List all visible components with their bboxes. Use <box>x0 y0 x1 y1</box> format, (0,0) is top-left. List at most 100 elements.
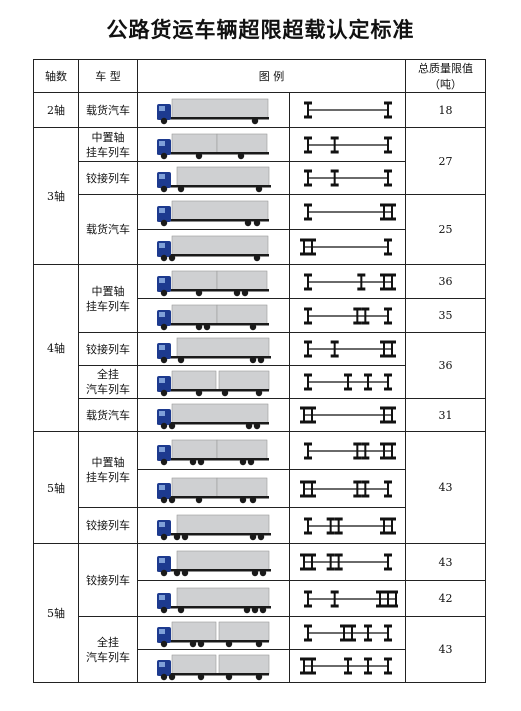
cargo-box <box>171 477 217 497</box>
cargo-box <box>218 621 269 642</box>
truck-image <box>156 587 271 613</box>
cargo-box <box>171 98 268 119</box>
wheel <box>197 673 204 681</box>
table-row: 载货汽车 31 <box>34 398 486 432</box>
axle-diagram-cell <box>289 543 406 581</box>
truck-image <box>156 270 269 296</box>
table-row <box>34 229 486 265</box>
type-line: 汽车列车 <box>86 650 130 664</box>
cargo-box <box>176 514 269 534</box>
wheel <box>253 422 260 430</box>
cab-window <box>158 662 165 667</box>
truck-image <box>156 654 269 681</box>
truck-image-cell <box>137 398 290 432</box>
wheel <box>160 219 167 227</box>
wheel <box>243 606 250 613</box>
axle-diagram <box>303 517 396 534</box>
table-row: 5轴 中置轴 挂车列车 43 <box>33 431 486 544</box>
wheel <box>249 323 256 330</box>
truck-image-cell <box>137 365 290 399</box>
truck-image <box>156 477 269 503</box>
wheel <box>189 640 196 648</box>
truck-image <box>156 514 271 540</box>
truck-image-cell <box>137 264 290 299</box>
wheel <box>259 606 266 613</box>
type-cell: 载货汽车 <box>78 92 138 128</box>
cab-window <box>158 243 165 248</box>
axle-diagram <box>303 136 392 153</box>
type-cell: 铰接列车 <box>78 543 138 617</box>
table-row <box>34 469 486 508</box>
table-row: 3轴 中置轴 挂车列车 27 <box>33 127 486 265</box>
wheel <box>160 117 167 125</box>
weight-cell: 36 <box>405 332 486 399</box>
axle-diagram <box>303 101 392 119</box>
wheel <box>160 323 167 330</box>
wheel <box>160 496 167 503</box>
axle-diagram-cell <box>289 469 406 508</box>
wheel <box>251 117 258 125</box>
axle-diagram <box>299 238 392 256</box>
type-cell: 铰接列车 <box>78 332 138 366</box>
standards-table: 轴数 车 型 图 例 总质量限值 （吨） 2轴 载货汽车 18 3轴 中置轴 挂… <box>33 59 486 683</box>
wheel <box>251 569 258 577</box>
type-line: 铰接列车 <box>86 342 130 356</box>
wheel <box>247 458 254 465</box>
cargo-box <box>216 270 267 290</box>
type-cell: 全挂 汽车列车 <box>78 616 138 683</box>
wheel <box>195 323 202 330</box>
truck-image-cell <box>137 649 290 683</box>
wheel <box>168 254 175 262</box>
weight-cell: 25 <box>405 194 486 265</box>
wheel <box>160 606 167 613</box>
wheel <box>160 356 167 364</box>
wheel <box>160 152 167 159</box>
type-line: 挂车列车 <box>86 470 130 484</box>
wheel <box>245 422 252 430</box>
truck-image-cell <box>137 332 290 366</box>
cargo-box <box>171 370 216 391</box>
axle-diagram-cell <box>289 229 406 265</box>
wheel <box>160 458 167 465</box>
axle-diagram <box>299 406 396 424</box>
type-line: 中置轴 <box>91 455 125 469</box>
cab-window <box>158 106 165 111</box>
cargo-box <box>216 439 267 459</box>
wheel <box>259 569 266 577</box>
chassis <box>156 673 269 676</box>
axle-diagram <box>303 442 396 459</box>
wheel <box>177 606 184 613</box>
table-row: 5轴 铰接列车 43 <box>33 543 486 683</box>
cab-window <box>158 484 165 490</box>
type-line: 全挂 <box>97 635 119 649</box>
weight-cell: 31 <box>405 398 486 432</box>
wheel <box>181 569 188 577</box>
axle-diagram <box>303 590 398 607</box>
type-line: 铰接列车 <box>86 519 130 532</box>
wheel <box>203 323 210 330</box>
wheel <box>195 389 202 397</box>
wheel <box>221 389 228 397</box>
axle-diagram-cell <box>289 649 406 683</box>
truck-image <box>156 98 269 125</box>
type-line: 挂车列车 <box>86 145 130 159</box>
axle-diagram <box>303 373 392 391</box>
axle-diagram-cell <box>289 431 406 470</box>
chassis <box>156 422 269 425</box>
cab-window <box>158 311 165 317</box>
wheel <box>197 640 204 648</box>
wheel <box>160 185 167 193</box>
cargo-box <box>171 403 268 424</box>
wheel <box>168 422 175 430</box>
chassis <box>156 640 269 643</box>
wheel <box>255 640 262 648</box>
cab-window <box>158 345 165 350</box>
axle-diagram-cell <box>289 398 406 432</box>
type-cell: 铰接列车 <box>78 161 138 195</box>
wheel <box>181 533 188 540</box>
axle-diagram <box>303 169 392 187</box>
wheel <box>160 673 167 681</box>
wheel <box>237 152 244 159</box>
weight-cell: 43 <box>405 616 486 683</box>
wheel <box>197 458 204 465</box>
